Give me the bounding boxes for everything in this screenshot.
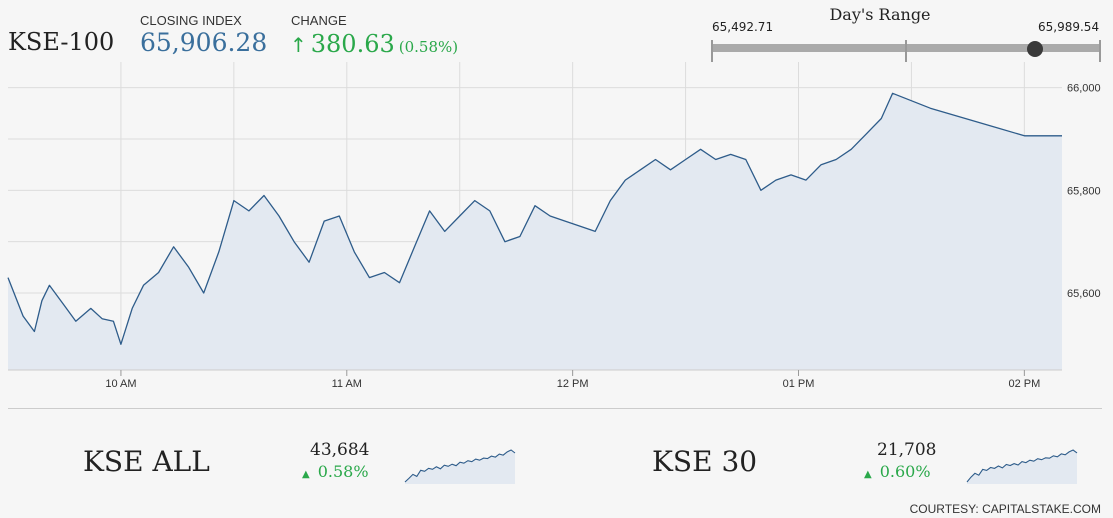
x-tick-label: 11 AM [332,378,362,390]
up-triangle-icon: ▲ [302,469,310,480]
sparkline-line [966,449,1078,483]
range-tick-right [1099,40,1101,62]
change-label: CHANGE [291,13,347,28]
days-range-title: Day's Range [829,5,931,24]
series-area-fill [8,93,1062,371]
index-name: KSE-100 [8,28,115,56]
kse-30-value: 21,708 [877,440,937,460]
x-tick-label: 01 PM [783,378,815,390]
kse-all-name: KSE ALL [83,445,210,478]
kse-30-change: ▲ 0.60% [864,462,931,481]
days-range-high: 65,989.54 [1038,20,1100,34]
range-current-marker [1026,41,1043,57]
sparkline-line [404,449,516,483]
up-arrow-icon: ↑ [290,33,307,57]
closing-index-value: 65,906.28 [140,28,268,57]
x-tick-label: 10 AM [105,378,136,390]
kse-all-sparkline [404,449,516,484]
change-percent: (0.58%) [398,38,459,56]
y-tick-label: 66,000 [1067,83,1101,95]
y-tick-label: 65,600 [1067,288,1101,300]
x-tick-label: 02 PM [1008,378,1040,390]
up-triangle-icon: ▲ [864,469,872,480]
y-tick-label: 65,800 [1067,185,1101,197]
kse-all-change-value: 0.58% [317,462,369,481]
courtesy-note: COURTESY: CAPITALSTAKE.COM [909,502,1101,516]
closing-index-label: CLOSING INDEX [140,13,242,28]
divider [8,408,1102,409]
kse-30-change-value: 0.60% [879,462,931,481]
x-tick-label: 12 PM [557,378,589,390]
intraday-chart: 10 AM 11 AM 12 PM 01 PM 02 PM 65,600 65,800 66,… [7,62,1101,390]
change-value: 380.63 [310,30,395,58]
kse-all-value: 43,684 [310,440,370,460]
range-tick-mid [905,40,907,62]
kse-all-change: ▲ 0.58% [302,462,369,481]
series-line [7,92,1062,345]
sparkline-fill [405,450,515,484]
change-group: ↑ 380.63 (0.58%) [290,30,458,58]
kse-30-sparkline [966,449,1078,484]
days-range-low: 65,492.71 [712,20,774,34]
kse-30-name: KSE 30 [652,445,758,478]
range-tick-left [711,40,713,62]
